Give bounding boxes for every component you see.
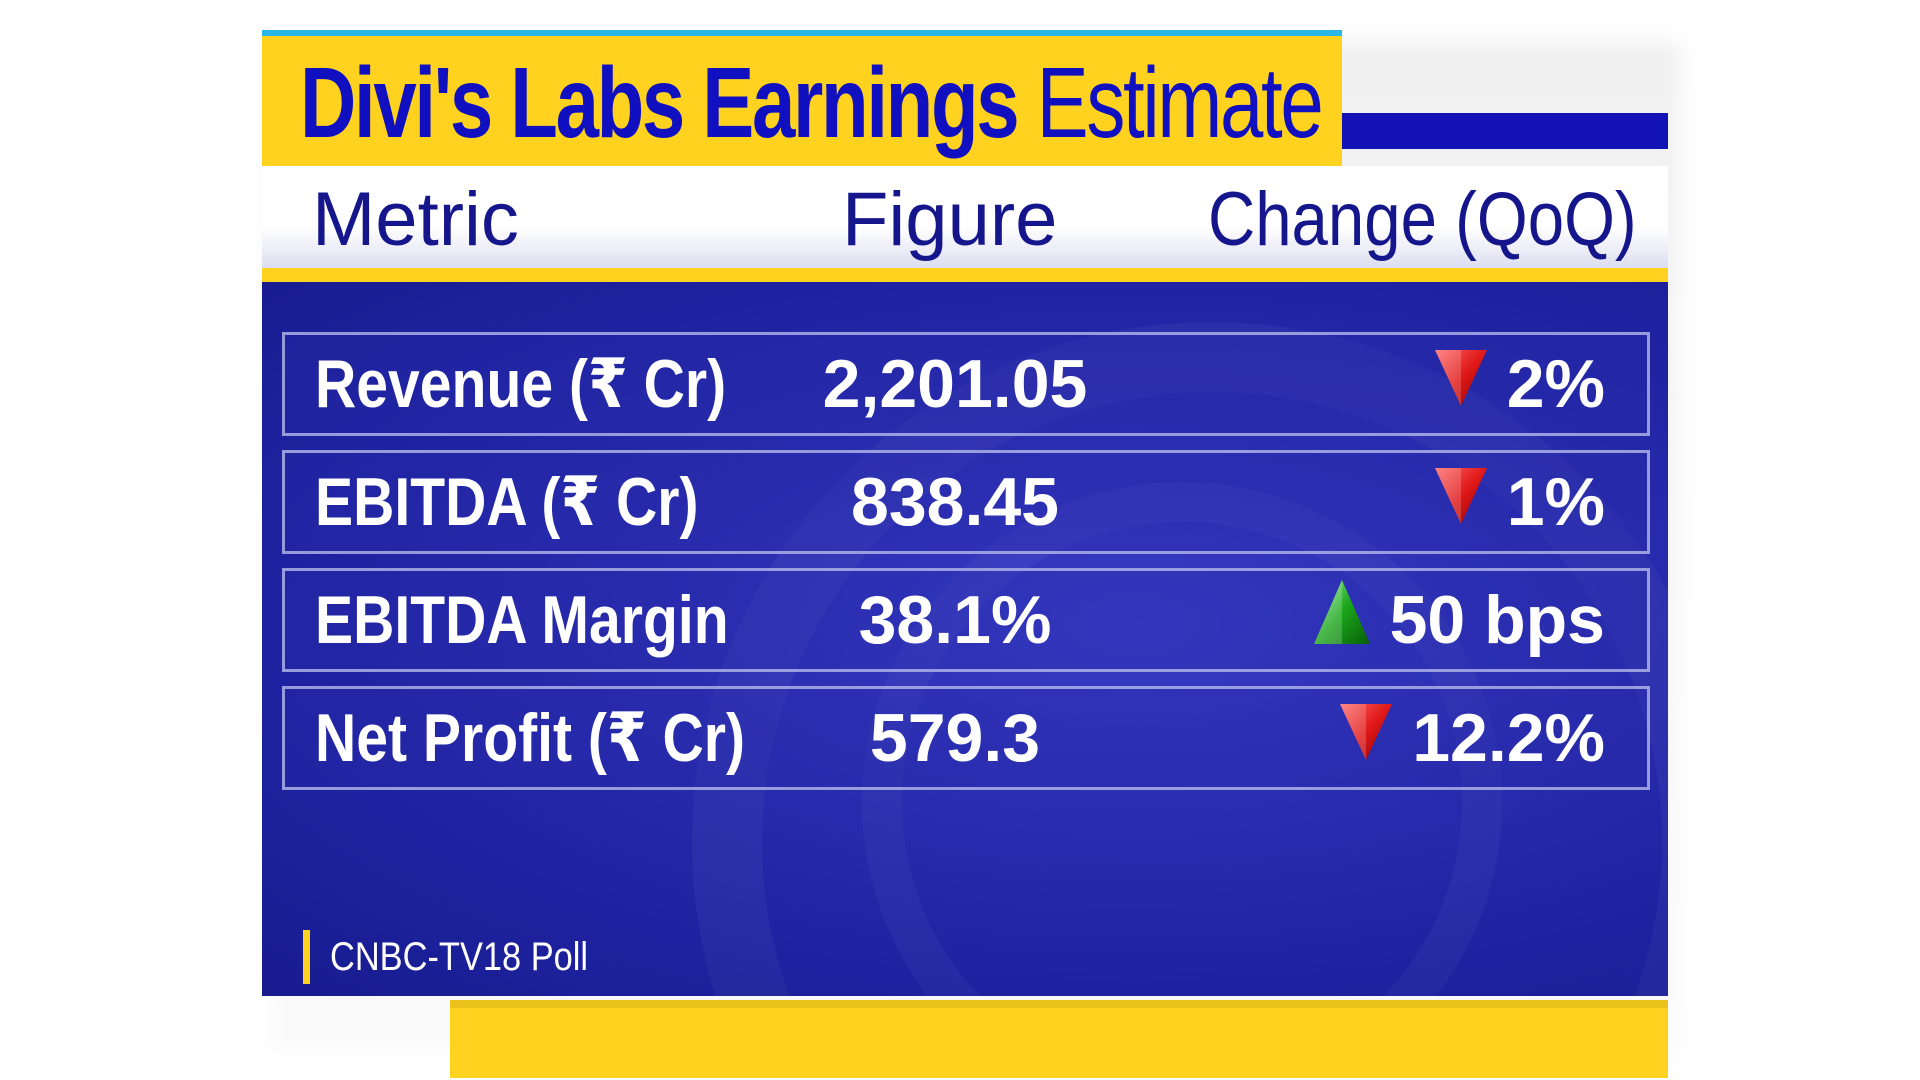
bottom-band <box>450 1000 1668 1078</box>
row-change-value: 1% <box>1506 464 1605 540</box>
red-down-triangle-icon <box>1338 698 1394 778</box>
table-row: Net Profit (₹ Cr) 579.3 12.2% <box>282 686 1650 790</box>
row-figure: 38.1% <box>858 582 1052 658</box>
green-up-triangle-icon <box>1312 578 1372 662</box>
header-metric: Metric <box>312 177 519 262</box>
header-row <box>262 166 1668 268</box>
red-down-triangle-icon <box>1433 344 1489 424</box>
row-change: 1% <box>1433 453 1605 551</box>
page-title: Divi's Labs Earnings Estimate <box>300 47 1324 159</box>
row-metric: Net Profit (₹ Cr) <box>315 699 746 776</box>
row-metric: EBITDA (₹ Cr) <box>315 463 699 540</box>
row-change: 2% <box>1433 335 1605 433</box>
source-label: CNBC-TV18 Poll <box>330 935 589 979</box>
title-bar <box>262 36 1342 166</box>
source-marker <box>303 930 310 984</box>
accent-block <box>1342 113 1668 149</box>
header-figure: Figure <box>842 177 1058 262</box>
row-change: 12.2% <box>1338 689 1605 787</box>
table-row: Revenue (₹ Cr) 2,201.05 2% <box>282 332 1650 436</box>
table-row: EBITDA Margin 38.1% 50 bps <box>282 568 1650 672</box>
header-change: Change (QoQ) <box>1208 177 1637 262</box>
row-change-value: 12.2% <box>1412 700 1605 776</box>
row-change: 50 bps <box>1312 571 1605 669</box>
header-underline <box>262 268 1668 282</box>
row-figure: 838.45 <box>851 464 1059 540</box>
red-down-triangle-icon <box>1433 462 1489 542</box>
row-figure: 579.3 <box>869 700 1041 776</box>
row-metric: EBITDA Margin <box>315 582 729 658</box>
row-figure: 2,201.05 <box>822 346 1088 422</box>
row-change-value: 2% <box>1506 346 1605 422</box>
title-light: Estimate <box>1036 47 1324 159</box>
title-top-strip <box>262 30 1342 36</box>
row-change-value: 50 bps <box>1389 582 1605 658</box>
table-row: EBITDA (₹ Cr) 838.45 1% <box>282 450 1650 554</box>
row-metric: Revenue (₹ Cr) <box>315 345 727 422</box>
title-bold: Divi's Labs Earnings <box>300 47 1020 159</box>
